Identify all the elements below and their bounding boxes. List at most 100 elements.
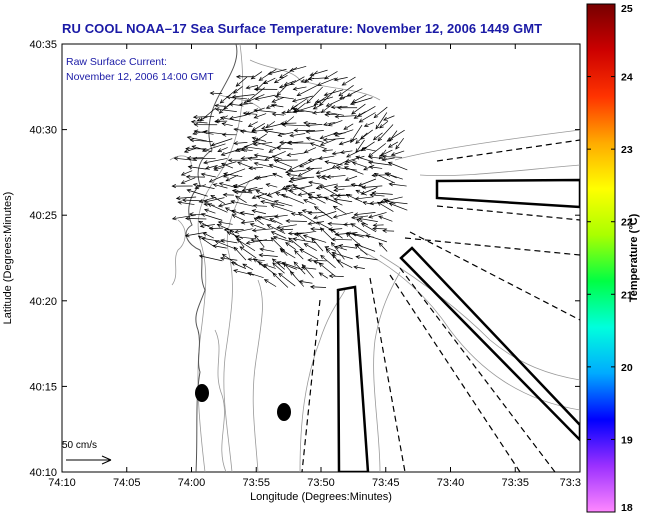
current-vector xyxy=(304,70,318,83)
current-vector xyxy=(241,148,253,152)
current-vector-head xyxy=(327,122,333,127)
colorbar xyxy=(586,3,616,513)
current-vector xyxy=(299,249,319,260)
current-vector-head xyxy=(308,180,313,185)
current-vector xyxy=(223,173,243,178)
current-vector-head xyxy=(283,262,288,268)
current-vector-head xyxy=(321,174,326,179)
coastline xyxy=(185,44,238,472)
current-vector xyxy=(356,256,378,261)
current-vector-head xyxy=(323,122,328,127)
current-vector-head xyxy=(279,140,284,145)
current-vector xyxy=(326,111,345,116)
current-vector-head xyxy=(297,211,303,216)
current-vector xyxy=(389,183,407,187)
current-vector xyxy=(310,69,328,76)
current-vector xyxy=(252,137,267,142)
current-vector-head xyxy=(363,166,368,171)
current-vector-head xyxy=(180,180,186,184)
current-vector xyxy=(254,113,267,119)
current-vector-head xyxy=(333,187,338,193)
current-vector-head xyxy=(198,198,204,203)
current-vector-head xyxy=(378,154,384,160)
current-vector xyxy=(272,113,285,116)
current-vector-head xyxy=(333,197,338,202)
current-vector xyxy=(354,111,366,119)
current-vector xyxy=(232,190,253,194)
current-vector xyxy=(259,248,275,252)
current-vector xyxy=(213,245,227,249)
current-vector-head xyxy=(285,242,290,247)
current-vector xyxy=(344,159,356,165)
current-vector-head xyxy=(343,161,349,165)
current-vector-head xyxy=(213,165,218,170)
current-vector-head xyxy=(345,158,350,163)
current-vector-head xyxy=(375,124,380,130)
current-vector xyxy=(319,272,329,279)
current-vector-head xyxy=(387,161,393,166)
current-vector xyxy=(323,121,336,126)
current-vector-head xyxy=(245,85,251,90)
current-vector-head xyxy=(373,113,379,119)
current-vector-head xyxy=(372,226,377,231)
current-vector xyxy=(369,156,383,159)
current-vector xyxy=(263,264,276,269)
current-vector-head xyxy=(233,246,238,252)
current-vector-head xyxy=(286,172,291,177)
y-tick-label: 40:10 xyxy=(29,467,57,479)
current-vector-head xyxy=(208,226,214,231)
current-vector-head xyxy=(233,127,239,132)
y-axis-label: Latitude (Degrees:Minutes) xyxy=(2,192,14,325)
current-vector xyxy=(289,185,313,191)
current-vector-head xyxy=(249,223,255,227)
current-vector xyxy=(290,65,307,72)
current-vector-head xyxy=(278,84,284,89)
current-vector xyxy=(286,220,307,222)
current-vector-head xyxy=(286,140,292,145)
current-vector-head xyxy=(247,156,253,161)
current-vector-head xyxy=(194,185,200,190)
current-vector-head xyxy=(369,201,375,206)
current-vector xyxy=(330,228,343,239)
current-vector-head xyxy=(281,122,287,127)
current-vector-head xyxy=(353,114,359,119)
current-vector xyxy=(316,183,338,189)
current-vector xyxy=(260,201,285,207)
current-vector-head xyxy=(251,228,257,233)
current-vector xyxy=(278,273,296,287)
current-vector xyxy=(308,77,328,80)
current-vector-head xyxy=(319,227,325,232)
current-vector-head xyxy=(330,241,336,247)
current-vector-head xyxy=(224,207,230,212)
current-vector xyxy=(248,121,258,127)
current-vector xyxy=(287,152,305,156)
current-vector xyxy=(285,242,297,250)
current-vector xyxy=(279,67,298,79)
current-vector-head xyxy=(184,233,190,238)
current-vector xyxy=(254,109,276,113)
current-vector-head xyxy=(253,217,259,222)
current-vector-head xyxy=(318,262,324,268)
current-vector-head xyxy=(305,129,310,134)
current-vector-head xyxy=(267,71,273,76)
current-vector-head xyxy=(217,148,223,153)
current-vector-head xyxy=(234,195,240,200)
current-vector-head xyxy=(333,77,339,82)
current-vector xyxy=(200,224,215,227)
current-vector-head xyxy=(171,184,177,189)
current-vector xyxy=(379,120,389,129)
current-vector-head xyxy=(382,228,387,233)
current-vector xyxy=(395,137,405,150)
current-vector-head xyxy=(272,172,277,177)
current-vector-head xyxy=(330,105,336,110)
current-vector-head xyxy=(241,187,247,192)
current-vector-head xyxy=(390,152,396,157)
current-vector-head xyxy=(343,125,349,130)
current-vector xyxy=(255,133,267,142)
current-vector xyxy=(335,129,354,137)
current-vector-head xyxy=(351,161,357,166)
current-vector-head xyxy=(379,152,385,157)
current-vector xyxy=(242,187,258,191)
current-vector-head xyxy=(322,137,328,142)
current-vector-head xyxy=(219,116,225,121)
